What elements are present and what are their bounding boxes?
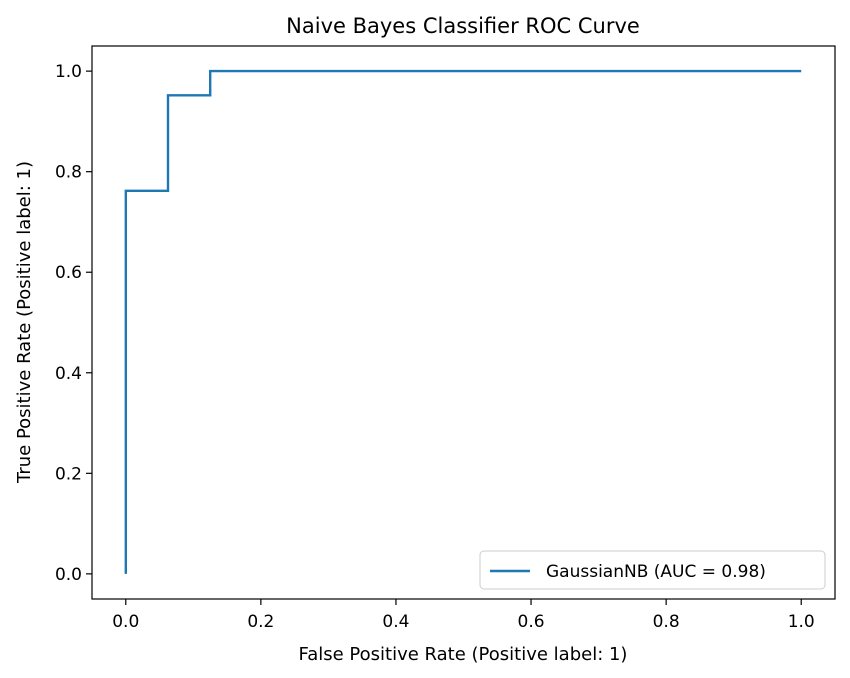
- x-axis-label: False Positive Rate (Positive label: 1): [299, 644, 628, 665]
- y-tick-label: 0.8: [55, 163, 82, 183]
- x-tick-label: 0.8: [653, 612, 680, 632]
- x-tick-label: 0.2: [247, 612, 274, 632]
- y-tick-label: 0.0: [55, 565, 82, 585]
- legend-box: [479, 550, 826, 590]
- x-tick-label: 0.4: [382, 612, 409, 632]
- y-tick-label: 1.0: [55, 62, 82, 82]
- y-axis-ticks: 0.0 0.2 0.4 0.6 0.8 1.0: [55, 62, 92, 585]
- x-tick-label: 1.0: [788, 612, 815, 632]
- x-tick-label: 0.6: [518, 612, 545, 632]
- legend-entry-label: GaussianNB (AUC = 0.98): [546, 562, 766, 582]
- roc-curve-line-0: [124, 69, 802, 574]
- x-tick-label: 0.0: [112, 612, 139, 632]
- y-tick-label: 0.6: [55, 263, 82, 283]
- y-tick-label: 0.4: [55, 364, 82, 384]
- x-axis-ticks: 0.0 0.2 0.4 0.6 0.8 1.0: [112, 599, 815, 632]
- axes-frame: [91, 45, 836, 600]
- legend: GaussianNB (AUC = 0.98): [479, 550, 826, 590]
- y-axis-label: True Positive Rate (Positive label: 1): [14, 161, 35, 484]
- y-tick-label: 0.2: [55, 464, 82, 484]
- series-group: [124, 69, 802, 574]
- chart-title: Naive Bayes Classifier ROC Curve: [286, 14, 640, 38]
